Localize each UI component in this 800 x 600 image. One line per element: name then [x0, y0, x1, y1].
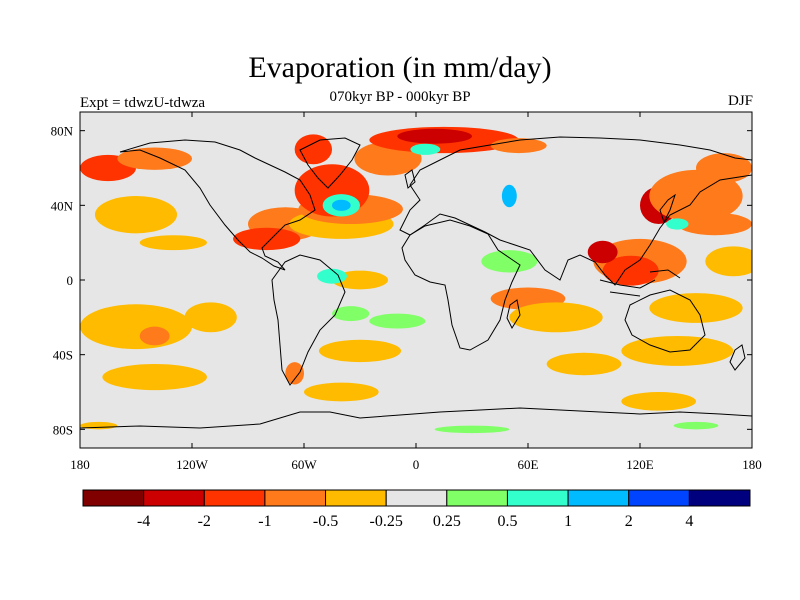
coastline-north-america — [119, 139, 316, 271]
anomaly-patch — [677, 212, 752, 236]
coastlines — [80, 136, 752, 429]
coastline-japan — [659, 193, 676, 224]
coastline-madagascar — [506, 299, 521, 330]
anomaly-patch — [649, 169, 743, 223]
colorbar-swatch — [688, 489, 751, 507]
anomaly-patch — [705, 246, 752, 277]
anomaly-patch — [587, 240, 618, 264]
colorbar-swatch — [628, 489, 690, 507]
coastline-australia — [624, 289, 706, 353]
anomaly-patch — [332, 199, 351, 211]
y-tick-label: 0 — [67, 273, 74, 288]
anomaly-patch — [481, 250, 538, 273]
colorbar-label: 0.5 — [497, 513, 517, 530]
colorbar-swatch — [567, 489, 630, 507]
coastline-eurasia — [399, 136, 752, 286]
anomaly-patch — [602, 255, 659, 286]
anomaly-patch — [369, 313, 426, 329]
coastline-new-zealand — [729, 344, 746, 371]
colorbar-swatch — [506, 489, 569, 507]
anomaly-patch — [410, 143, 441, 155]
colorbar-label: -0.5 — [313, 513, 338, 530]
anomaly-patch — [139, 235, 207, 251]
colorbar-label: 1 — [564, 513, 572, 530]
anomaly-patch — [318, 339, 402, 363]
season-label: DJF — [727, 93, 753, 109]
anomaly-patch — [139, 326, 170, 346]
anomaly-patch — [696, 153, 752, 183]
anomaly-patch — [490, 138, 547, 154]
anomaly-patch — [304, 382, 379, 402]
coastline-africa — [401, 219, 521, 351]
anomaly-patch — [546, 352, 622, 376]
x-tick-label: 180 — [742, 457, 762, 472]
x-tick-label: 180 — [70, 457, 90, 472]
colorbar-label: 2 — [625, 513, 633, 530]
anomaly-patch — [102, 364, 207, 391]
x-tick-label: 120W — [176, 457, 209, 472]
coastline-indonesia — [599, 269, 681, 297]
anomaly-patch — [666, 218, 689, 230]
colorbar-swatch — [143, 489, 205, 507]
anomaly-patch — [285, 362, 304, 385]
colorbar-swatch — [264, 489, 327, 507]
colorbar-swatch — [446, 489, 508, 507]
anomaly-patch — [332, 306, 370, 322]
y-tick-label: 80N — [51, 124, 74, 139]
y-tick-label: 80S — [53, 422, 73, 437]
colorbar-swatch — [203, 489, 266, 507]
colorbar-label: 4 — [685, 513, 693, 530]
coastline-antarctica — [80, 407, 752, 429]
anomaly-patch — [501, 184, 517, 208]
experiment-label: Expt = tdwzU-tdwza — [80, 95, 206, 111]
x-tick-label: 120E — [626, 457, 654, 472]
anomaly-patch — [233, 227, 301, 251]
colorbar-swatch — [82, 489, 145, 507]
coastline-greenland — [299, 137, 361, 189]
colorbar-label: -1 — [258, 513, 271, 530]
anomaly-patch — [673, 421, 719, 430]
anomaly-patch — [184, 302, 237, 333]
colorbar-label: 0.25 — [433, 513, 461, 530]
x-tick-label: 60W — [291, 457, 317, 472]
x-tick-label: 0 — [413, 457, 420, 472]
coastline-south-america — [271, 254, 346, 386]
y-tick-label: 40N — [51, 198, 74, 213]
anomaly-patch — [94, 196, 178, 234]
y-axis: 80N 40N 0 40S 80S — [51, 124, 752, 437]
colorbar-label: -0.25 — [370, 513, 403, 530]
x-axis: 180 120W 60W 0 60E 120E 180 — [70, 112, 762, 472]
coastline-british-isles — [404, 169, 416, 189]
anomaly-patch — [649, 293, 743, 323]
anomaly-patch — [621, 392, 697, 411]
colorbar-label: -2 — [198, 513, 211, 530]
anomaly-patch — [509, 302, 603, 333]
colorbar-swatch — [385, 489, 448, 507]
anomaly-patch — [397, 128, 472, 144]
y-tick-label: 40S — [53, 348, 73, 363]
chart-title: Evaporation (in mm/day) — [248, 51, 552, 84]
anomaly-patch — [317, 268, 347, 284]
x-tick-label: 60E — [518, 457, 539, 472]
colorbar-label: -4 — [137, 513, 150, 530]
anomaly-patch — [434, 425, 510, 434]
colorbar-swatch — [325, 489, 387, 507]
chart-subtitle: 070kyr BP - 000kyr BP — [329, 89, 471, 105]
anomaly-patch — [80, 304, 192, 350]
colorbar: -4 -2 -1 -0.5 -0.25 0.25 0.5 1 2 4 — [82, 489, 751, 530]
